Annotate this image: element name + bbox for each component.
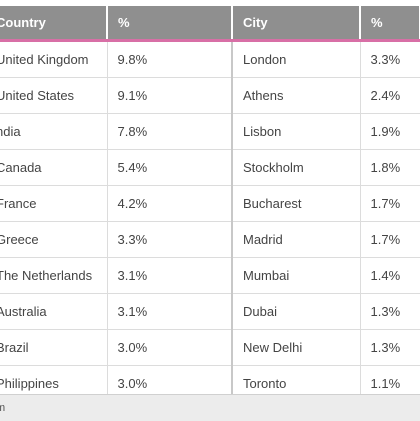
city-percent-cell: 1.9% [360, 113, 420, 150]
country-cell: United States [0, 77, 108, 114]
country-cell: Brazil [0, 329, 108, 366]
city-cell: Mumbai [232, 257, 361, 294]
city-percent-cell: 1.3% [360, 293, 420, 330]
city-percent-cell: 1.7% [360, 185, 420, 222]
country-cell: ndia [0, 113, 108, 150]
country-cell: United Kingdom [0, 40, 108, 78]
country-cell: Canada [0, 149, 108, 186]
city-percent-cell: 3.3% [360, 40, 420, 78]
city-cell: Bucharest [232, 185, 361, 222]
city-cell: Stockholm [232, 149, 361, 186]
header-city-percent: % [360, 6, 420, 42]
country-percent-cell: 9.1% [107, 77, 233, 114]
city-percent-cell: 1.3% [360, 329, 420, 366]
header-city: City [232, 6, 361, 42]
table-row: Australia 3.1% Dubai 1.3% [0, 293, 420, 330]
country-cell: France [0, 185, 108, 222]
table-row: The Netherlands 3.1% Mumbai 1.4% [0, 257, 420, 294]
country-percent-cell: 9.8% [107, 40, 233, 78]
header-country-percent: % [107, 6, 233, 42]
city-cell: Athens [232, 77, 361, 114]
header-row: Country % City % [0, 6, 420, 42]
footer-text: m [0, 402, 6, 414]
table-row: France 4.2% Bucharest 1.7% [0, 185, 420, 222]
country-percent-cell: 3.3% [107, 221, 233, 258]
city-cell: London [232, 40, 361, 78]
country-cell: Australia [0, 293, 108, 330]
city-cell: Lisbon [232, 113, 361, 150]
table-row: United States 9.1% Athens 2.4% [0, 77, 420, 114]
country-percent-cell: 5.4% [107, 149, 233, 186]
city-percent-cell: 1.7% [360, 221, 420, 258]
country-percent-cell: 4.2% [107, 185, 233, 222]
country-percent-cell: 3.1% [107, 293, 233, 330]
country-percent-cell: 7.8% [107, 113, 233, 150]
country-percent-cell: 3.0% [107, 329, 233, 366]
country-cell: The Netherlands [0, 257, 108, 294]
stats-table: Country % City % United Kingdom 9.8% Londo… [0, 6, 420, 402]
city-cell: New Delhi [232, 329, 361, 366]
table-row: United Kingdom 9.8% London 3.3% [0, 40, 420, 78]
header-country: Country [0, 6, 108, 42]
country-percent-cell: 3.1% [107, 257, 233, 294]
city-percent-cell: 1.4% [360, 257, 420, 294]
city-cell: Madrid [232, 221, 361, 258]
table-footer: m [0, 394, 420, 421]
city-percent-cell: 2.4% [360, 77, 420, 114]
country-cell: Greece [0, 221, 108, 258]
table-row: Canada 5.4% Stockholm 1.8% [0, 149, 420, 186]
city-cell: Dubai [232, 293, 361, 330]
table-row: Greece 3.3% Madrid 1.7% [0, 221, 420, 258]
city-percent-cell: 1.8% [360, 149, 420, 186]
table-header: Country % City % [0, 6, 420, 42]
table-body: United Kingdom 9.8% London 3.3% United State… [0, 40, 420, 402]
